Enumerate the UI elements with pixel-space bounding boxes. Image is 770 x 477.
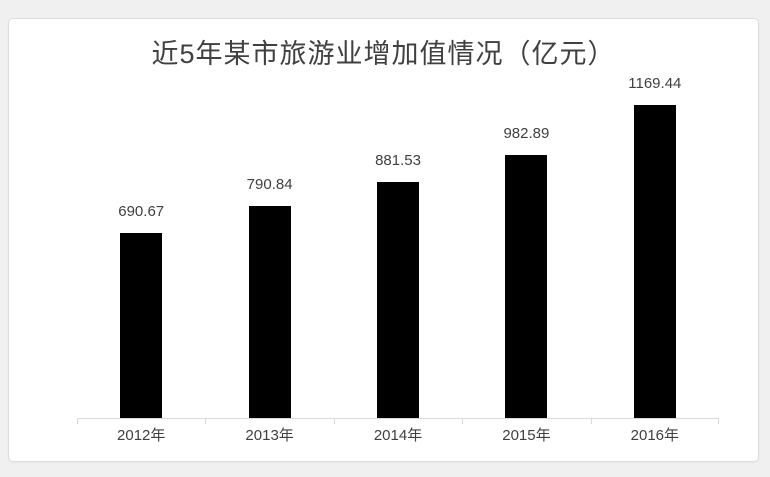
axis-tick (333, 419, 335, 424)
x-axis-labels: 2012年 2013年 2014年 2015年 2016年 (77, 428, 719, 444)
bar-group-2014年: 881.53 (334, 76, 462, 418)
bar-2012年 (120, 233, 163, 418)
bar-2016年 (633, 105, 676, 418)
data-label-2016年: 1169.44 (628, 75, 682, 92)
data-label-2014年: 881.53 (375, 152, 421, 170)
bar-group-2015年: 982.89 (462, 76, 590, 418)
bar-group-2013年: 790.84 (205, 76, 333, 418)
bar-group-2016年: 1169.44 (591, 76, 719, 418)
x-axis-label-2016年: 2016年 (630, 427, 680, 444)
chart-title: 近5年某市旅游业增加值情况（亿元） (151, 39, 616, 69)
data-label-2013年: 790.84 (246, 176, 293, 194)
chart-panel: 近5年某市旅游业增加值情况（亿元） 690.67 790.84 881.53 982.… (8, 18, 759, 462)
axis-tick (77, 419, 78, 424)
axis-tick (462, 419, 464, 424)
axis-ticks (77, 419, 719, 424)
x-axis-label-2015年: 2015年 (502, 427, 551, 444)
data-label-2015年: 982.89 (503, 124, 550, 142)
bar-group-2012年: 690.67 (77, 76, 205, 418)
bar-2014年 (377, 182, 420, 418)
data-label-2012年: 690.67 (118, 203, 165, 221)
bar-2015年 (505, 154, 548, 418)
axis-tick (590, 419, 592, 424)
x-axis-label-2013年: 2013年 (245, 427, 294, 444)
x-axis-label-2014年: 2014年 (373, 427, 423, 444)
bar-2013年 (248, 206, 291, 418)
axis-tick (718, 419, 719, 424)
x-axis-label-2012年: 2012年 (117, 427, 166, 444)
plot-area: 690.67 790.84 881.53 982.89 1169.44 (77, 76, 719, 419)
axis-tick (205, 419, 207, 424)
